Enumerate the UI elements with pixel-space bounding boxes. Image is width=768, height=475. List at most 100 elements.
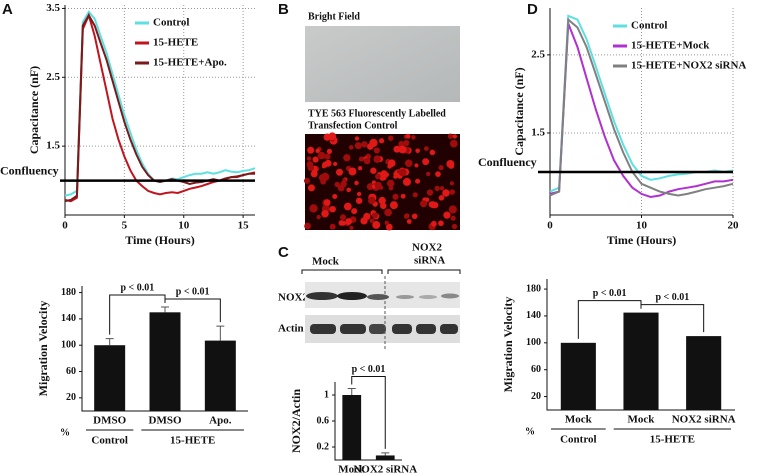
- y-tick-label: 1: [324, 389, 329, 400]
- panel-label: A: [2, 1, 13, 18]
- cell: [398, 145, 407, 154]
- legend-label: Control: [153, 17, 189, 29]
- cell: [422, 158, 430, 166]
- cell: [329, 205, 336, 213]
- group-label: 15-HETE: [650, 434, 695, 446]
- cell: [438, 220, 444, 227]
- cell: [426, 189, 434, 196]
- y-tick-label: 2.5: [46, 71, 60, 83]
- cell: [411, 213, 418, 220]
- blot-bands: [306, 292, 459, 334]
- legend-label: 15-HETE+Mock: [631, 40, 710, 52]
- cell: [443, 211, 451, 219]
- bar: [375, 455, 395, 460]
- error-bar: [216, 325, 225, 341]
- cell: [342, 178, 347, 183]
- y-tick-label: 20: [66, 392, 76, 403]
- cell: [375, 173, 381, 180]
- y-axis-label: NOX2/Actin: [289, 389, 303, 453]
- y-axis-label: Migration Velocity: [36, 301, 50, 397]
- cell: [448, 205, 457, 214]
- legend-label: 15-HETE+NOX2 siRNA: [631, 60, 746, 72]
- cell: [315, 148, 320, 154]
- cell: [324, 153, 331, 160]
- cell: [338, 220, 345, 226]
- cell: [373, 155, 381, 163]
- cell: [306, 156, 312, 161]
- axis: [64, 5, 255, 216]
- axis: [549, 8, 733, 216]
- group-label: 15-HETE: [170, 435, 215, 447]
- y-tick-label: 100: [526, 337, 541, 348]
- legend-label: 15-HETE+Apo.: [153, 57, 227, 69]
- cell: [403, 139, 410, 147]
- cell: [370, 167, 377, 174]
- cell: [373, 147, 380, 154]
- cell: [335, 168, 343, 176]
- panel-label: C: [278, 244, 289, 261]
- y-tick-label: 3.5: [46, 2, 60, 14]
- panel-label: B: [278, 1, 289, 18]
- cell: [386, 179, 395, 188]
- y-tick-label: 1.5: [46, 140, 60, 152]
- cell: [384, 220, 389, 225]
- cell: [371, 212, 378, 219]
- cell: [405, 133, 411, 139]
- axis: [81, 286, 248, 412]
- bar: [560, 342, 596, 410]
- cell: [426, 171, 431, 177]
- bar: [342, 395, 362, 460]
- cell: [355, 197, 363, 204]
- cell: [374, 181, 382, 189]
- significance-label: p < 0.01: [120, 282, 154, 293]
- bar: [149, 312, 181, 411]
- cell: [449, 189, 455, 195]
- bar: [623, 312, 659, 410]
- x-tick-label: 0: [62, 220, 68, 232]
- cell: [348, 167, 357, 176]
- error-bar: [381, 452, 390, 456]
- x-tick-label: Apo.: [209, 415, 232, 427]
- x-tick-label: 15: [238, 220, 250, 232]
- cell: [343, 154, 351, 162]
- cell: [367, 143, 374, 150]
- cell: [307, 164, 315, 171]
- cell: [424, 146, 429, 151]
- cell: [351, 208, 358, 215]
- cell: [307, 184, 315, 192]
- cell: [449, 181, 454, 186]
- x-tick-label: Mock: [338, 464, 366, 475]
- cell: [450, 139, 458, 148]
- cell: [415, 148, 420, 154]
- cell: [304, 177, 311, 184]
- x-tick-label: Mock: [628, 414, 656, 426]
- cell: [393, 145, 401, 153]
- x-tick-label: DMSO: [93, 415, 126, 427]
- bar: [204, 340, 236, 411]
- cell: [450, 215, 456, 221]
- cell: [378, 138, 385, 144]
- cell: [321, 209, 329, 218]
- error-bar: [105, 338, 114, 346]
- significance-bracket: [640, 304, 705, 333]
- cell: [429, 201, 437, 209]
- cell: [442, 189, 450, 197]
- y-tick-label: 0.2: [317, 441, 330, 452]
- cell: [348, 145, 354, 150]
- significance-label: p < 0.01: [352, 364, 386, 375]
- unit-label: %: [60, 427, 70, 438]
- cell: [354, 136, 360, 141]
- cell: [406, 219, 412, 224]
- cell: [438, 195, 445, 201]
- cell: [368, 196, 376, 205]
- significance-bracket: [164, 298, 221, 323]
- blot-row-label: NOX2: [278, 292, 308, 304]
- bar: [94, 345, 126, 411]
- cell: [363, 212, 371, 221]
- cell: [405, 159, 413, 167]
- cell: [349, 225, 354, 230]
- cell: [334, 181, 340, 188]
- cell: [343, 202, 352, 211]
- y-axis-label: Capacitance (nF): [512, 67, 526, 155]
- cell: [452, 134, 458, 139]
